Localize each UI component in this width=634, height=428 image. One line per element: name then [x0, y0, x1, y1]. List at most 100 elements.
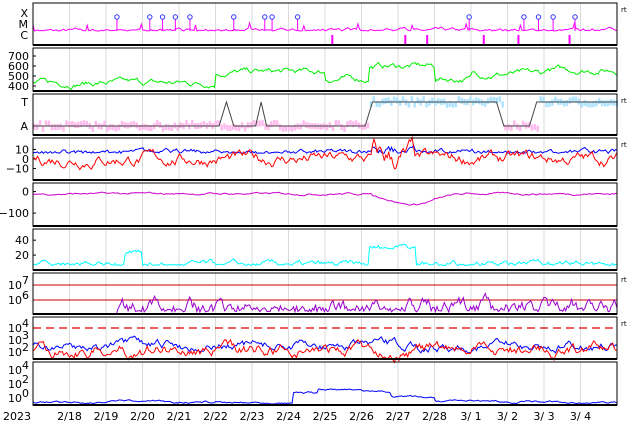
polarity-mark [554, 96, 557, 103]
polarity-mark [562, 100, 566, 107]
polarity-mark [179, 122, 182, 129]
y-tick-label: 40 [15, 234, 29, 247]
dst-series [32, 191, 618, 206]
polarity-mark [498, 96, 501, 103]
polarity-mark [76, 121, 80, 128]
polarity-mark [536, 125, 539, 132]
polarity-mark [372, 96, 376, 103]
polarity-mark [150, 125, 153, 132]
polarity-mark [501, 101, 504, 108]
y-tick-label: 20 [15, 249, 29, 262]
polarity-mark [586, 100, 589, 107]
polarity-mark [293, 124, 297, 131]
flare-marker [159, 14, 166, 20]
polarity-mark [328, 122, 332, 129]
polarity-mark [504, 124, 507, 131]
polarity-mark [176, 124, 179, 131]
polarity-mark [120, 120, 124, 127]
y-tick-label: A [20, 120, 28, 133]
flare-marker [521, 14, 527, 20]
polarity-mark [434, 99, 437, 106]
polarity-mark [597, 97, 601, 104]
polarity-mark [513, 120, 516, 127]
polarity-mark [302, 120, 305, 127]
polarity-mark [413, 101, 417, 108]
polarity-mark [217, 120, 220, 127]
polarity-mark [112, 124, 115, 131]
polarity-mark [334, 120, 338, 127]
x-tick-label: 2/19 [94, 410, 119, 423]
polarity-mark [138, 124, 141, 131]
polarity-mark [436, 98, 440, 105]
polarity-mark [319, 123, 323, 130]
polarity-mark [214, 120, 217, 127]
polarity-mark [454, 101, 458, 108]
polarity-mark [170, 124, 174, 131]
y-tick-label: −100 [0, 207, 29, 220]
polarity-mark [275, 120, 279, 127]
polarity-mark [542, 96, 545, 103]
polarity-mark [106, 125, 109, 132]
polarity-mark [521, 120, 525, 127]
polarity-mark [240, 122, 244, 129]
side-mark: rt [621, 320, 627, 328]
polarity-mark [255, 120, 258, 127]
polarity-mark [287, 124, 291, 131]
polarity-mark [50, 124, 54, 131]
x-tick-label: 2/26 [349, 410, 374, 423]
x-tick-label: 2/20 [130, 410, 155, 423]
density-series [32, 243, 618, 267]
polarity-mark [68, 121, 71, 128]
flare-marker [466, 14, 472, 20]
polarity-mark [85, 120, 89, 127]
polarity-mark [483, 101, 487, 108]
side-mark: rt [621, 6, 627, 14]
polarity-mark [565, 99, 569, 106]
polarity-mark [469, 96, 472, 103]
polarity-mark [395, 97, 399, 104]
x-tick-label: 2/21 [167, 410, 192, 423]
polarity-mark [117, 124, 121, 131]
polarity-mark [460, 97, 463, 104]
polarity-mark [261, 120, 264, 127]
x-tick-label: 3/ 2 [497, 410, 518, 423]
y-tick-label: −10 [6, 163, 29, 176]
polarity-mark [199, 122, 203, 129]
polarity-mark [428, 99, 431, 106]
polarity-mark [278, 124, 282, 131]
polarity-mark [390, 99, 393, 106]
polarity-mark [589, 101, 592, 108]
x-tick-label: 2/28 [422, 410, 447, 423]
y-tick-label: 0 [22, 153, 29, 166]
polarity-mark [220, 124, 223, 131]
polarity-mark [486, 98, 490, 105]
polarity-mark [234, 124, 238, 131]
polarity-mark [114, 125, 118, 132]
polarity-mark [73, 122, 77, 129]
polarity-mark [477, 98, 481, 105]
polarity-mark [448, 100, 452, 107]
polarity-mark [419, 99, 422, 106]
polarity-mark [267, 124, 270, 131]
polarity-mark [161, 125, 165, 132]
y-tick-label: 500 [8, 70, 29, 83]
flux-series [33, 292, 618, 315]
polarity-mark [167, 124, 171, 131]
polarity-mark [603, 100, 607, 107]
polarity-mark [129, 121, 133, 128]
polarity-mark [568, 97, 572, 104]
polarity-mark [355, 120, 358, 127]
polarity-mark [375, 101, 378, 108]
polarity-mark [401, 96, 405, 103]
bz-series [32, 135, 618, 171]
polarity-mark [270, 121, 273, 128]
year-label: 2023 [3, 410, 31, 423]
polarity-mark [173, 122, 177, 129]
polarity-mark [363, 123, 367, 130]
flare-marker [187, 14, 193, 20]
polarity-mark [539, 96, 542, 103]
x-tick-label: 2/24 [276, 410, 301, 423]
polarity-mark [349, 120, 352, 127]
polarity-mark [571, 96, 575, 103]
